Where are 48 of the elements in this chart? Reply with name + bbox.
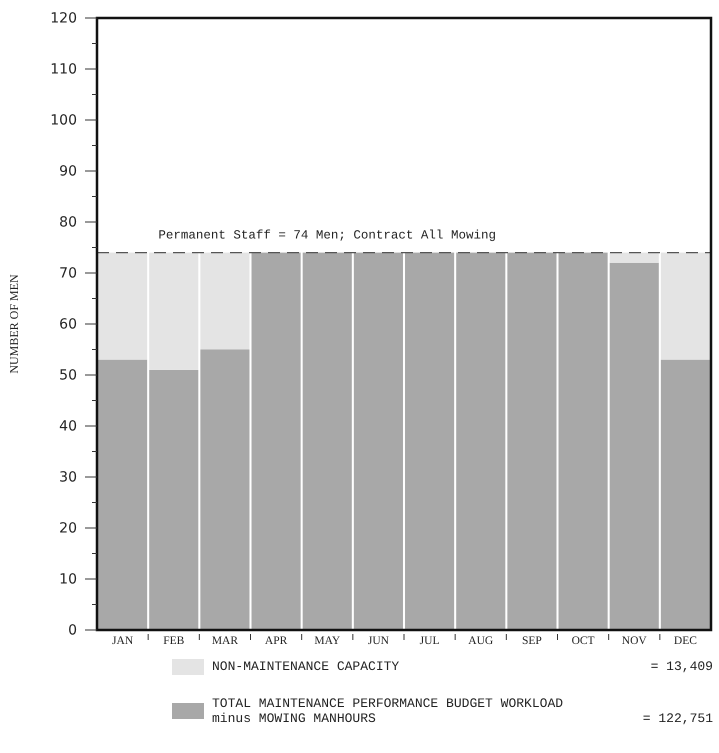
bar <box>354 252 403 630</box>
text: = 122,751 <box>642 711 714 726</box>
x-tick-label: MAR <box>212 635 238 648</box>
y-axis-title: NUMBER OF MEN <box>7 274 21 374</box>
bar <box>610 262 659 630</box>
bar <box>200 252 250 350</box>
bar <box>302 252 352 630</box>
x-tick-label: JAN <box>112 635 134 648</box>
x-tick-label: JUL <box>420 635 440 648</box>
x-tick-label: JUN <box>368 635 390 648</box>
x-tick-label: SEP <box>522 635 542 648</box>
y-tick-label: 10 <box>59 571 77 588</box>
bar <box>252 252 301 630</box>
y-tick-label: 100 <box>50 112 77 128</box>
legend-label: NON-MAINTENANCE CAPACITY <box>212 659 400 674</box>
text: = 13,409 <box>650 659 713 674</box>
bar <box>660 360 710 630</box>
bar <box>507 252 556 630</box>
bar <box>456 252 506 630</box>
y-tick-label: 70 <box>59 265 77 282</box>
y-tick-label: 90 <box>59 163 77 180</box>
y-tick-label: 30 <box>59 469 77 486</box>
x-tick-label: MAY <box>314 635 341 648</box>
y-tick-label: 80 <box>59 214 77 230</box>
y-tick-label: 40 <box>59 418 77 434</box>
x-tick-label: AUG <box>468 635 494 648</box>
bar <box>98 252 148 360</box>
x-tick-label: OCT <box>572 635 595 648</box>
y-tick-label: 0 <box>68 622 77 638</box>
y-tick-label: 50 <box>59 367 77 384</box>
bar <box>98 360 148 630</box>
y-tick-label: 60 <box>59 316 77 332</box>
bar <box>610 252 659 263</box>
legend-label: TOTAL MAINTENANCE PERFORMANCE BUDGET WORKLOAD minus MOWING MANHOURS <box>212 696 564 726</box>
y-tick-label: 110 <box>50 61 77 78</box>
x-tick-label: APR <box>264 635 288 648</box>
bar <box>149 252 198 370</box>
x-tick-label: FEB <box>163 635 185 648</box>
bar <box>558 252 608 630</box>
x-tick-label: DEC <box>674 635 698 648</box>
y-tick-label: 120 <box>50 10 77 26</box>
y-tick-label: 20 <box>59 520 77 536</box>
bar <box>660 252 710 360</box>
bar <box>405 252 454 630</box>
ref-line-label: Permanent Staff = 74 Men; Contract All Mowing <box>158 228 496 243</box>
bar <box>149 370 198 630</box>
bar <box>200 350 250 630</box>
x-tick-label: NOV <box>622 635 648 648</box>
